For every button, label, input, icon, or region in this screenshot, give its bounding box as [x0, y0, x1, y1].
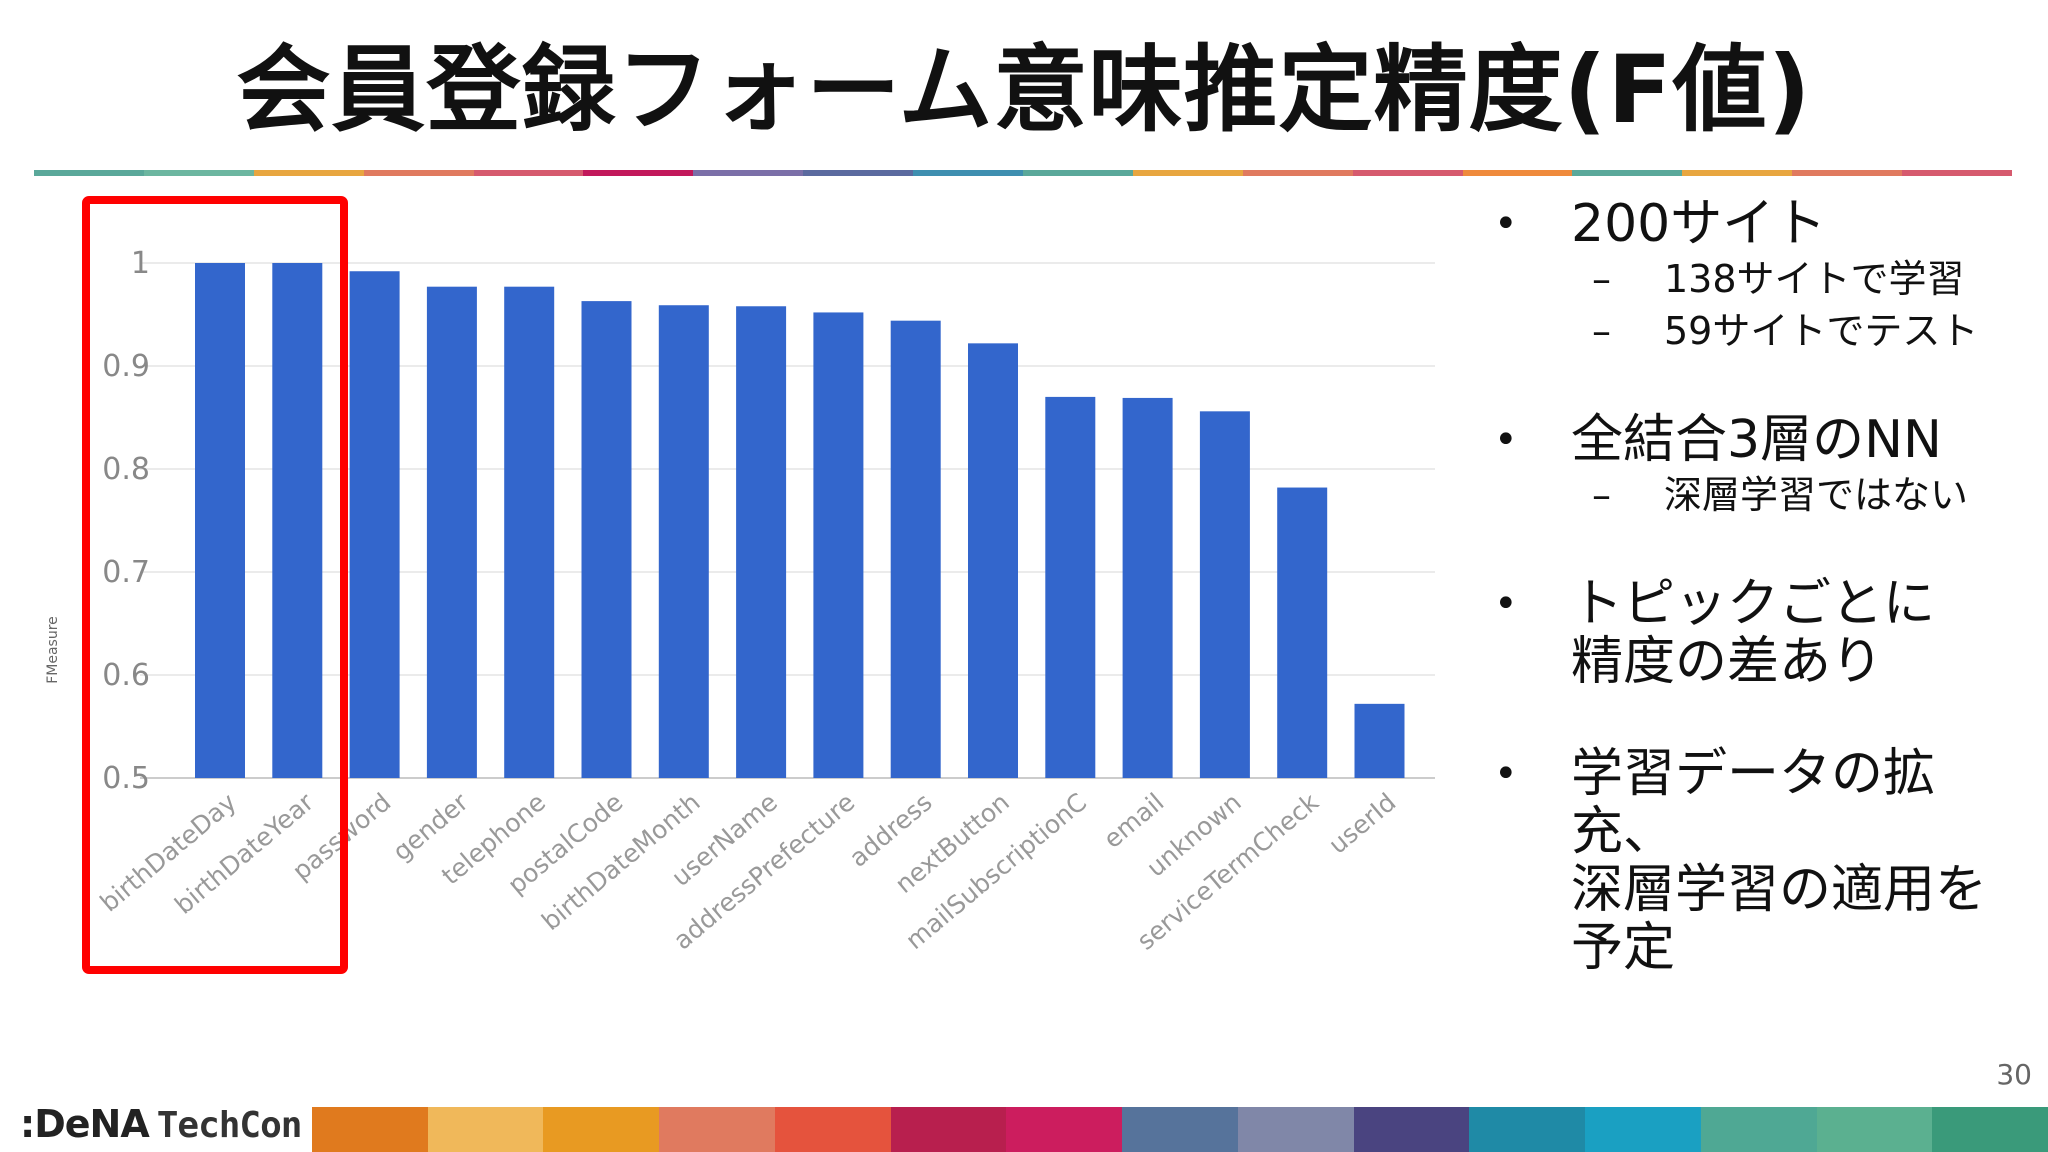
bottom-strip-segment	[543, 1107, 660, 1152]
x-tick-labels: birthDateDaybirthDateYearpasswordgendert…	[95, 787, 1402, 956]
bullet-item: 深層学習の適用を	[1571, 860, 1988, 920]
bullet-item: 200サイト	[1484, 195, 2024, 253]
top-strip-segment	[34, 170, 144, 176]
bottom-strip-segment	[1006, 1107, 1123, 1152]
top-strip-segment	[913, 170, 1024, 176]
highlight-box	[82, 196, 348, 974]
bullet-item: トピックごとに	[1484, 575, 2024, 633]
bullet-item: 学習データの拡充、	[1484, 745, 2024, 861]
top-strip-segment	[583, 170, 694, 176]
bottom-strip-segment	[427, 1107, 544, 1152]
bar-postalCode	[581, 301, 632, 778]
bottom-strip-segment	[1122, 1107, 1238, 1152]
logo-dena: :DeNA	[20, 1102, 150, 1146]
sub-bullet-item: 59サイトでテスト	[1484, 305, 2024, 357]
top-strip-segment	[1023, 170, 1133, 176]
y-tick-label: 1	[131, 246, 150, 281]
sub-bullet-item: 138サイトで学習	[1484, 253, 2024, 305]
bar-serviceTermCheck	[1277, 487, 1328, 778]
top-strip-segment	[1242, 170, 1353, 176]
bar-addressPrefecture	[813, 312, 864, 778]
top-strip-segment	[1792, 170, 1903, 176]
y-axis-label: FMeasure	[45, 616, 61, 684]
y-tick-label: 0.8	[102, 452, 150, 487]
y-tick-labels: 0.5 0.6 0.7 0.8 0.9 1	[102, 246, 150, 796]
bullet-item: 全結合3層のNN	[1484, 411, 2024, 469]
bar-birthDateDay	[195, 263, 245, 778]
bottom-strip-segment	[1585, 1107, 1701, 1152]
bullet-item: 予定	[1571, 918, 1676, 978]
bottom-strip-segment	[1353, 1107, 1470, 1152]
top-strip-segment	[143, 170, 254, 176]
x-tick-label: email	[1098, 787, 1169, 854]
bar-mailSubscriptionC	[1045, 396, 1096, 778]
top-strip-segment	[1902, 170, 2013, 176]
page-number: 30	[1996, 1058, 2032, 1091]
slide-title: 会員登録フォーム意味推定精度(F値)	[236, 36, 1812, 145]
bar-unknown	[1199, 411, 1250, 778]
chart-bars	[195, 263, 1405, 778]
y-tick-label: 0.6	[102, 658, 150, 693]
x-tick-label: userId	[1323, 787, 1401, 859]
bar-email	[1122, 397, 1173, 778]
bullet-list: 200サイト138サイトで学習59サイトでテスト全結合3層のNN深層学習ではない…	[1484, 195, 2024, 977]
bar-telephone	[504, 286, 555, 778]
x-tick-label: birthDateYear	[169, 787, 320, 920]
top-strip-segment	[693, 170, 804, 176]
bottom-strip-segment	[1700, 1107, 1817, 1152]
bar-gender	[426, 286, 477, 778]
top-color-strip	[34, 170, 2013, 176]
bar-address	[890, 320, 941, 778]
bottom-strip-segment	[1237, 1107, 1354, 1152]
top-strip-segment	[473, 170, 584, 176]
bar-userId	[1354, 703, 1405, 778]
top-strip-segment	[363, 170, 474, 176]
bar-birthDateYear	[272, 263, 323, 778]
top-strip-segment	[1572, 170, 1683, 176]
y-tick-label: 0.9	[102, 349, 150, 384]
bottom-strip-segment	[1469, 1107, 1586, 1152]
bar-nextButton	[968, 343, 1018, 778]
top-strip-segment	[1462, 170, 1573, 176]
bullet-item: 精度の差あり	[1571, 632, 1884, 692]
bar-userName	[736, 306, 787, 778]
bottom-strip-segment	[774, 1107, 891, 1152]
top-strip-segment	[803, 170, 914, 176]
top-strip-segment	[253, 170, 364, 176]
y-tick-label: 0.5	[102, 761, 150, 796]
bottom-strip-segment	[890, 1107, 1007, 1152]
y-tick-label: 0.7	[102, 555, 150, 590]
top-strip-segment	[1132, 170, 1243, 176]
bottom-color-strip	[312, 1107, 2048, 1152]
sub-bullet-item: 深層学習ではない	[1484, 469, 2024, 521]
bottom-strip-segment	[312, 1107, 428, 1152]
bottom-strip-segment	[1816, 1107, 1933, 1152]
bar-password	[349, 271, 400, 778]
bar-birthDateMonth	[658, 305, 709, 778]
top-strip-segment	[1682, 170, 1793, 176]
top-strip-segment	[1352, 170, 1463, 176]
bottom-strip-segment	[659, 1107, 775, 1152]
bottom-strip-segment	[1932, 1107, 2048, 1152]
fmeasure-bar-chart: 0.5 0.6 0.7 0.8 0.9 1 birthDateDaybirthDateYe…	[45, 196, 1435, 974]
